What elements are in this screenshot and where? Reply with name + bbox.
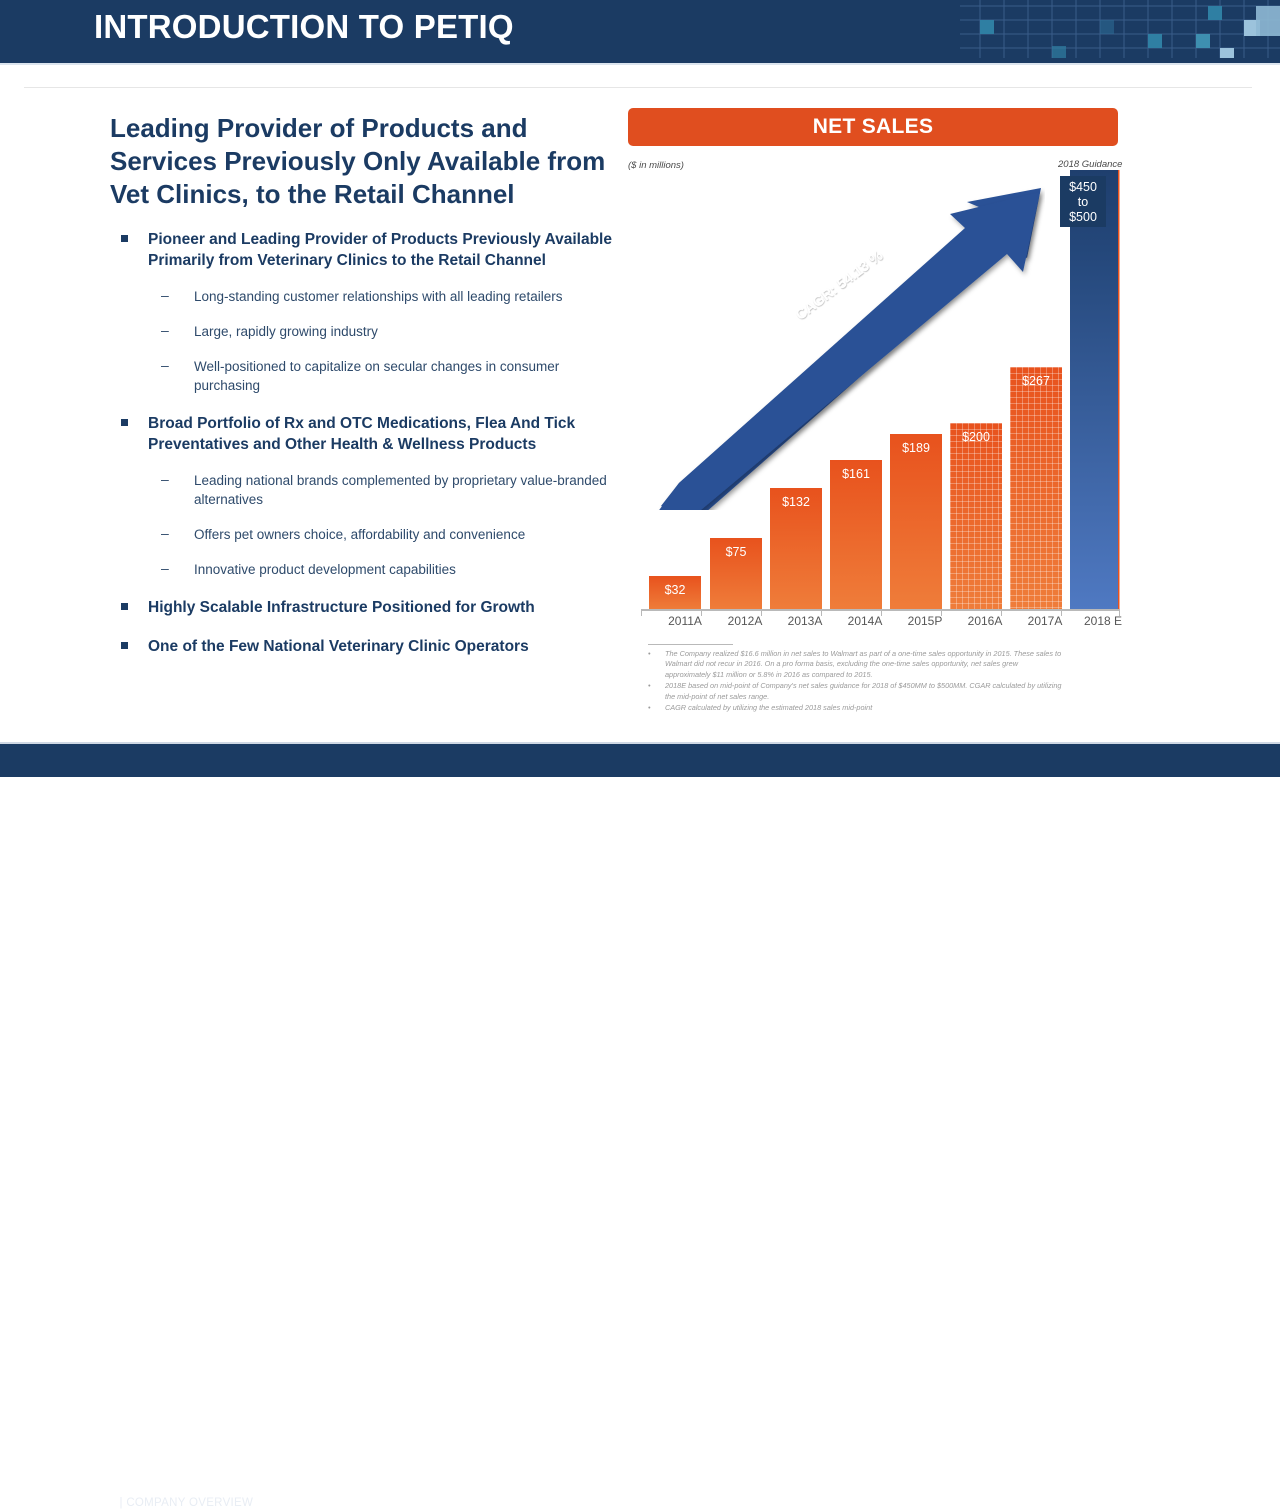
sub-bullet-text: Large, rapidly growing industry (194, 324, 378, 339)
sub-bullet-item: – Offers pet owners choice, affordabilit… (110, 525, 620, 544)
bullet-text: Pioneer and Leading Provider of Products… (148, 231, 612, 269)
footnote-text: 2018E based on mid-point of Company's ne… (665, 681, 1062, 701)
axis-tick (1061, 609, 1062, 616)
sub-bullet-item: – Large, rapidly growing industry (110, 322, 620, 341)
square-bullet-icon (121, 419, 128, 426)
bullet-item: Broad Portfolio of Rx and OTC Medication… (110, 413, 620, 455)
axis-tick (941, 609, 942, 616)
chart-title-banner: NET SALES (628, 108, 1118, 146)
sub-bullet-text: Offers pet owners choice, affordability … (194, 527, 526, 542)
footnote-item: • CAGR calculated by utilizing the estim… (645, 703, 1065, 713)
footer-breadcrumb: PETIQ | COMPANY OVERVIEW (80, 1497, 253, 1509)
bar-2015P: $189 (890, 434, 942, 610)
page-number: 5 (1192, 1496, 1200, 1511)
sub-bullet-item: – Innovative product development capabil… (110, 560, 620, 579)
chart-panel: NET SALES (628, 108, 1120, 146)
slide-header: INTRODUCTION TO PETIQ (0, 0, 1280, 58)
square-bullet-icon (121, 642, 128, 649)
axis-tick (761, 609, 762, 616)
footer-brand: PETIQ (80, 1497, 117, 1509)
bar-value-label: $75 (725, 545, 747, 559)
axis-label-2016A: 2016A (967, 614, 1003, 628)
footnote-bullet-icon: • (648, 703, 651, 713)
guidance-caption: 2018 Guidance (1058, 159, 1123, 170)
dash-bullet-icon: – (161, 322, 169, 338)
footnote-item: • 2018E based on mid-point of Company's … (645, 681, 1065, 702)
axis-label-2014A: 2014A (847, 614, 883, 628)
footer-separator: | (119, 1497, 123, 1509)
page-title: INTRODUCTION TO PETIQ (94, 8, 514, 45)
dash-bullet-icon: – (161, 560, 169, 576)
footnote-list: • The Company realized $16.6 million in … (645, 648, 1065, 713)
bar-2013A: $132 (770, 488, 822, 610)
slide-footer: PETIQ | COMPANY OVERVIEW 5 (0, 744, 1280, 1511)
axis-tick (701, 609, 702, 616)
axis-label-2015P: 2015P (907, 614, 943, 628)
header-underline (0, 63, 1280, 65)
axis-tick (1119, 609, 1120, 616)
content-divider (24, 87, 1252, 88)
bar-2018E (1070, 170, 1118, 610)
dash-bullet-icon: – (161, 287, 169, 303)
square-bullet-icon (121, 235, 128, 242)
footnote-bullet-icon: • (648, 681, 651, 691)
section-heading: Leading Provider of Products and Service… (110, 113, 606, 209)
sub-bullet-item: – Leading national brands complemented b… (110, 471, 620, 509)
guidance-lower-value: $500 (1069, 210, 1097, 224)
bar-value-label: $189 (902, 441, 930, 455)
footnote-text: CAGR calculated by utilizing the estimat… (665, 703, 873, 713)
sub-bullet-text: Well-positioned to capitalize on secular… (194, 359, 560, 393)
bar-value-label: $161 (842, 467, 870, 481)
sub-bullet-text: Leading national brands complemented by … (194, 473, 607, 507)
dash-bullet-icon: – (161, 525, 169, 541)
chart-plot-area: $32 $75 $132 $161 $189 $200 $267 (641, 170, 1120, 610)
footnote-item: • The Company realized $16.6 million in … (645, 649, 1065, 680)
axis-label-2017A: 2017A (1027, 614, 1063, 628)
axis-label-2018E: 2018 E (1083, 614, 1123, 628)
axis-tick (881, 609, 882, 616)
axis-tick (821, 609, 822, 616)
growth-arrow-icon (659, 188, 1041, 510)
dash-bullet-icon: – (161, 357, 169, 373)
sub-bullet-item: – Long-standing customer relationships w… (110, 287, 620, 306)
guidance-upper-value: $450 (1069, 180, 1097, 194)
bar-2016A: $200 (950, 423, 1002, 610)
axis-label-2012A: 2012A (727, 614, 763, 628)
footnote-text: The Company realized $16.6 million in ne… (665, 649, 1062, 679)
sub-bullet-text: Innovative product development capabilit… (194, 562, 456, 577)
bullet-text: Highly Scalable Infrastructure Positione… (148, 599, 535, 616)
bullet-text: One of the Few National Veterinary Clini… (148, 638, 529, 655)
bar-2017A: $267 (1010, 367, 1062, 610)
bar-value-label: $267 (1022, 374, 1050, 388)
guidance-value-box: $450 to $500 (1060, 176, 1106, 227)
bar-2011A: $32 (649, 576, 701, 610)
square-bullet-icon (121, 603, 128, 610)
footer-section: COMPANY OVERVIEW (126, 1497, 254, 1509)
dash-bullet-icon: – (161, 471, 169, 487)
bar-2014A: $161 (830, 460, 882, 610)
bar-value-label: $32 (664, 583, 686, 597)
bar-value-label: $132 (782, 495, 810, 509)
axis-tick (641, 609, 642, 616)
chart-units-label: ($ in millions) (628, 160, 684, 171)
bullet-item: Pioneer and Leading Provider of Products… (110, 229, 620, 271)
left-content-column: Leading Provider of Products and Service… (110, 112, 620, 657)
footer-top-rule (0, 742, 1280, 744)
sub-bullet-text: Long-standing customer relationships wit… (194, 289, 563, 304)
chart-x-axis (641, 609, 1120, 611)
sub-bullet-item: – Well-positioned to capitalize on secul… (110, 357, 620, 395)
footnote-rule (648, 644, 733, 645)
axis-tick (1001, 609, 1002, 616)
footnote-bullet-icon: • (648, 649, 651, 658)
header-bottom-rule (0, 58, 1280, 63)
bullet-item: Highly Scalable Infrastructure Positione… (110, 597, 620, 618)
bullet-item: One of the Few National Veterinary Clini… (110, 636, 620, 657)
bar-value-label: $200 (962, 430, 990, 444)
bar-2012A: $75 (710, 538, 762, 610)
axis-label-2013A: 2013A (787, 614, 823, 628)
axis-label-2011A: 2011A (668, 614, 702, 628)
bullet-text: Broad Portfolio of Rx and OTC Medication… (148, 415, 576, 453)
header-square-grid-pattern (960, 0, 1280, 58)
guidance-connector-word: to (1077, 195, 1089, 209)
